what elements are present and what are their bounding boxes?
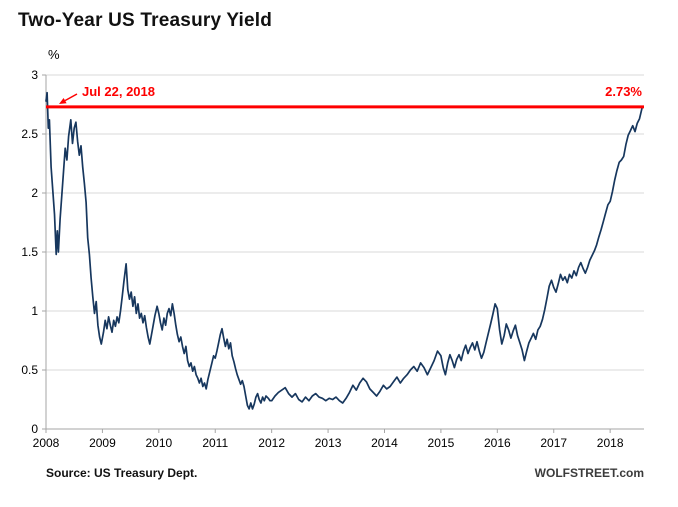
y-axis-ticks: 0 0.5 1 1.5 2 2.5 3 xyxy=(21,68,46,436)
x-tick-label: 2010 xyxy=(145,436,172,450)
y-tick-label: 1 xyxy=(31,304,38,318)
y-tick-label: 2.5 xyxy=(21,127,38,141)
gridlines xyxy=(46,74,644,430)
x-tick-label: 2016 xyxy=(484,436,511,450)
x-tick-label: 2015 xyxy=(428,436,455,450)
x-tick-label: 2011 xyxy=(202,436,228,450)
y-tick-label: 2 xyxy=(31,186,38,200)
source-note: Source: US Treasury Dept. xyxy=(46,466,198,480)
watermark: WOLFSTREET.com xyxy=(534,466,644,480)
x-tick-label: 2008 xyxy=(33,436,60,450)
y-tick-label: 0 xyxy=(31,422,38,436)
x-tick-label: 2018 xyxy=(597,436,624,450)
y-tick-label: 3 xyxy=(31,68,38,82)
chart-title: Two-Year US Treasury Yield xyxy=(18,10,273,31)
x-tick-label: 2017 xyxy=(540,436,567,450)
y-tick-label: 1.5 xyxy=(21,245,38,259)
annotation-arrow-icon xyxy=(59,93,78,104)
annotation-value-label: 2.73% xyxy=(605,84,642,99)
x-tick-label: 2013 xyxy=(315,436,342,450)
x-tick-label: 2014 xyxy=(371,436,398,450)
annotation-date-label: Jul 22, 2018 xyxy=(82,84,155,99)
y-tick-label: 0.5 xyxy=(21,363,38,377)
x-axis-ticks: 2008 2009 2010 2011 2012 2013 2014 2015 2016 2017… xyxy=(33,429,624,450)
x-tick-label: 2012 xyxy=(258,436,285,450)
x-tick-label: 2009 xyxy=(89,436,116,450)
yield-line-series xyxy=(45,91,644,410)
y-axis-unit-label: % xyxy=(48,47,60,62)
